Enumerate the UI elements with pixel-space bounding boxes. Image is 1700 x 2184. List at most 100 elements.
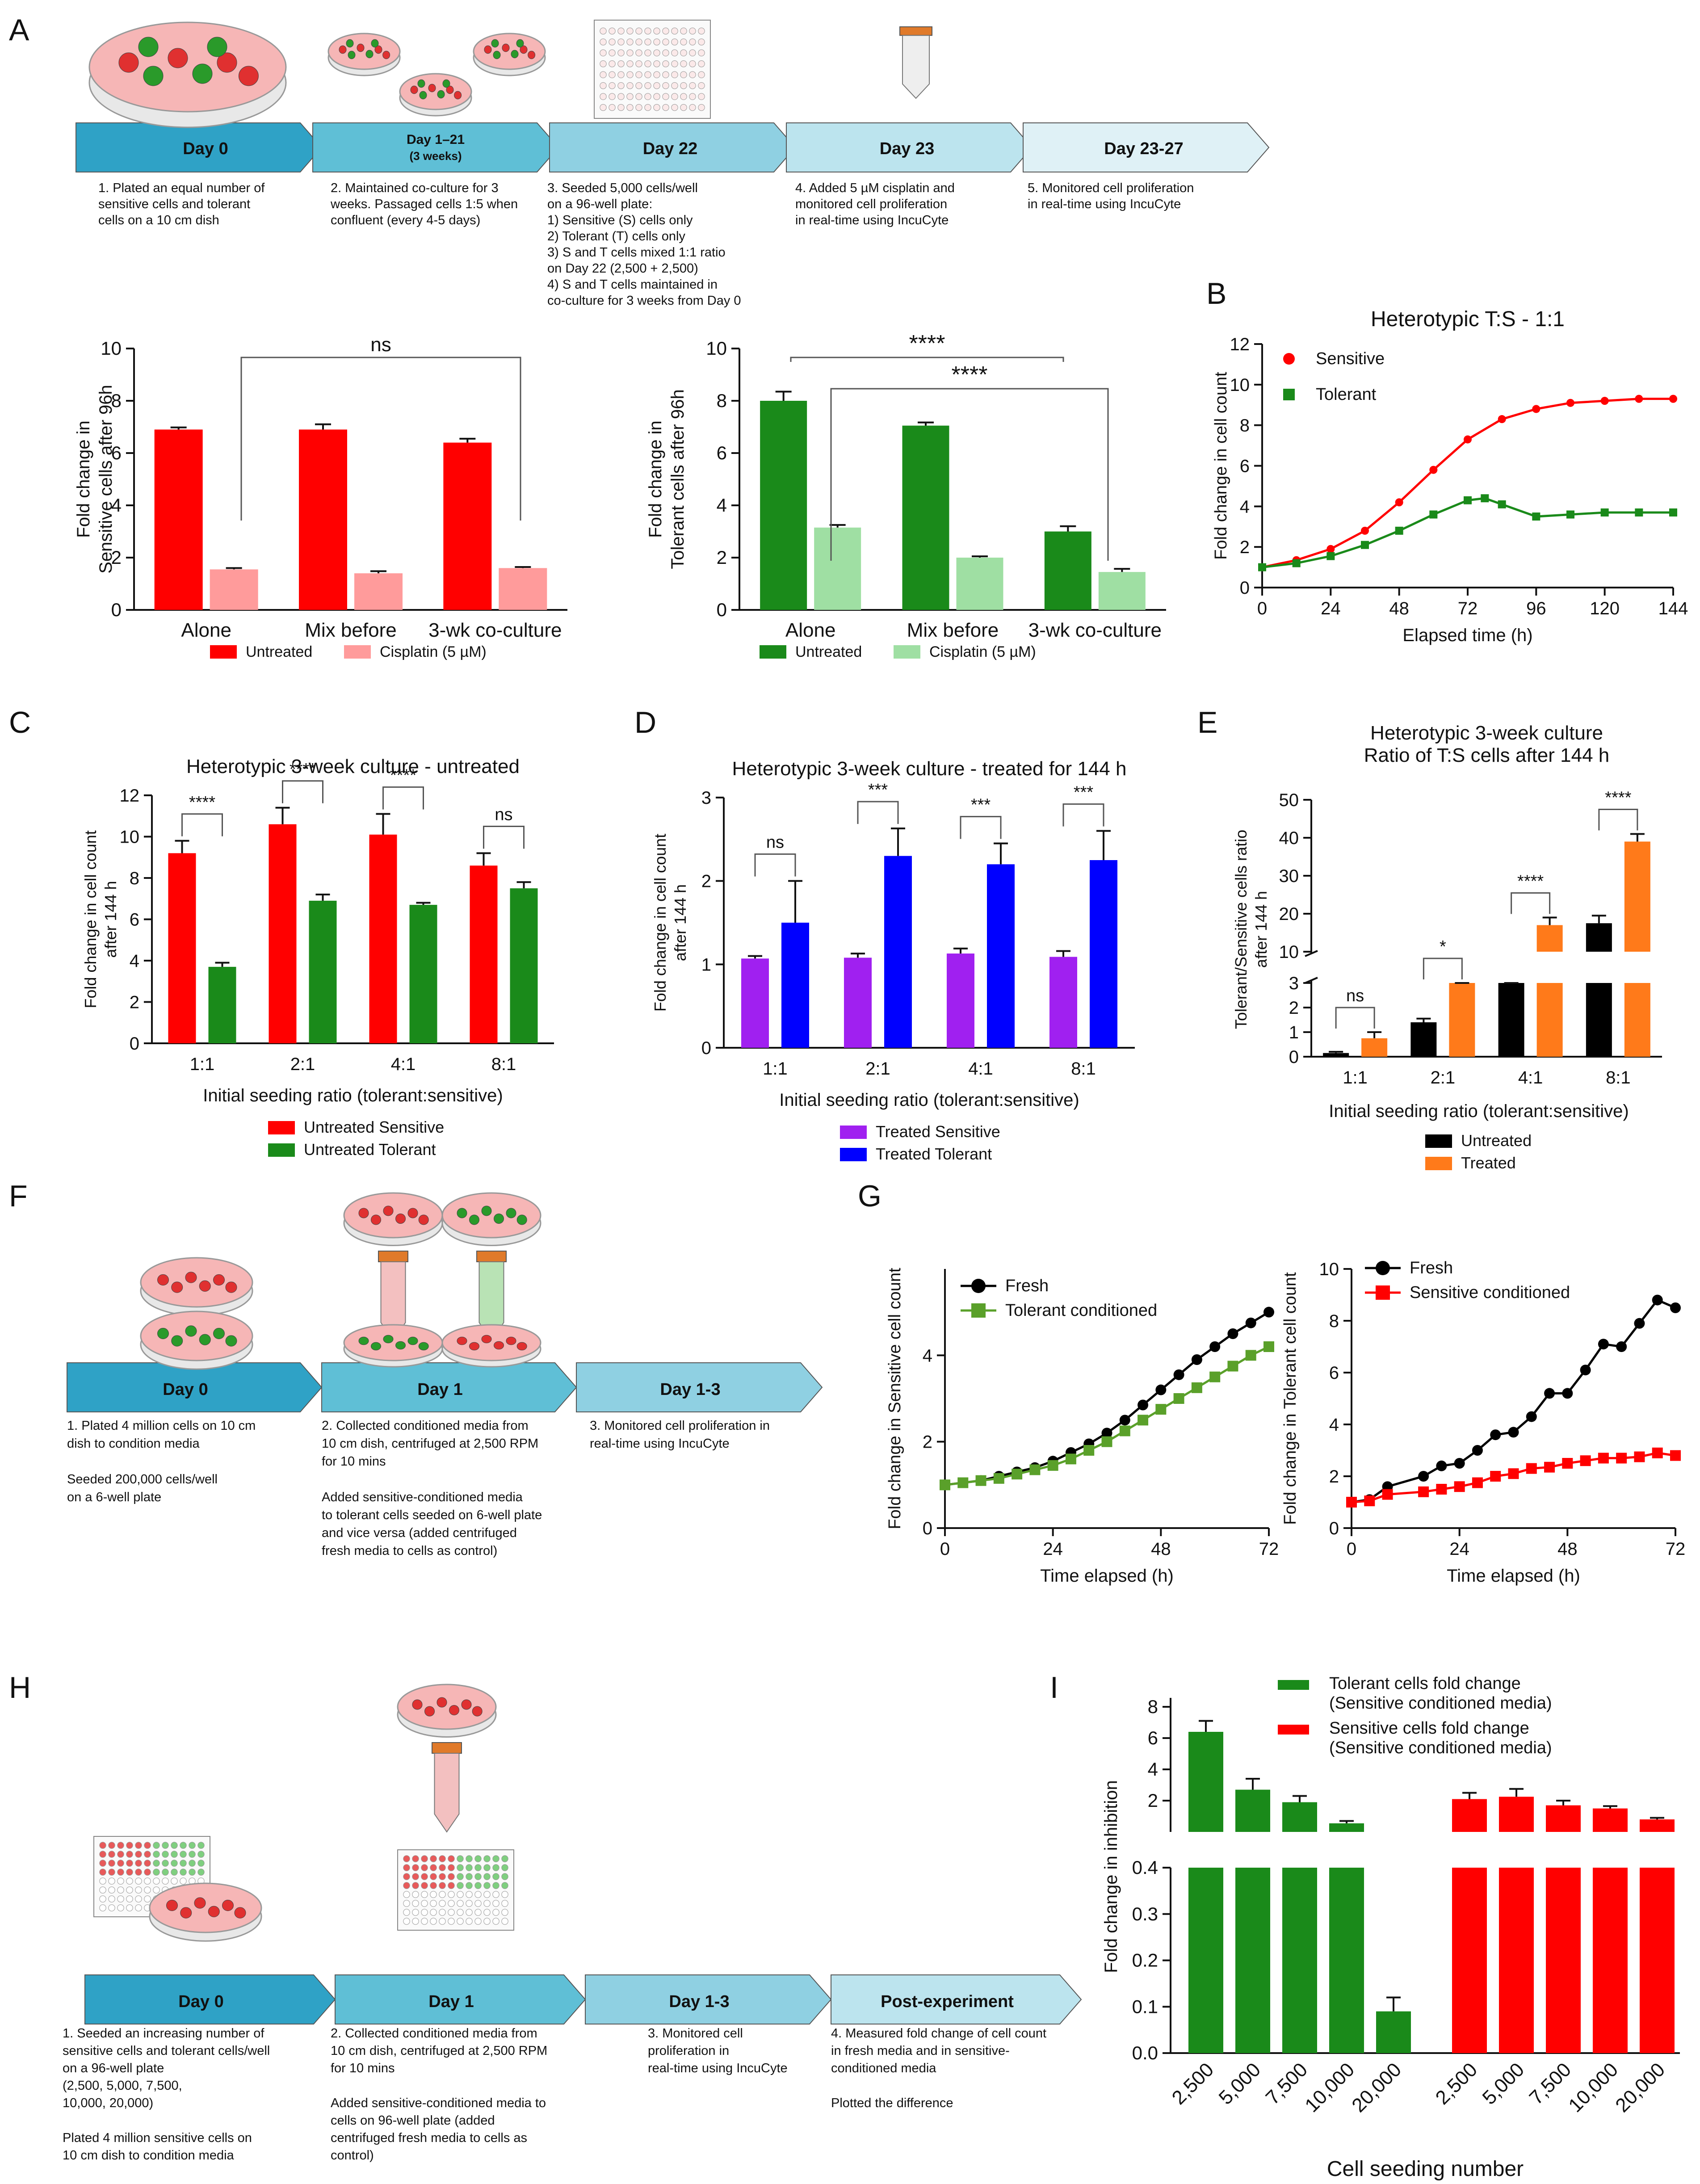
y-axis-title: after 144 h (671, 884, 689, 961)
step-F1-line: dish to condition media (67, 1436, 200, 1451)
data-point (1364, 1495, 1375, 1507)
dish-F-sens2-cell (371, 1214, 381, 1225)
dish-F-tol2-cell (506, 1208, 516, 1218)
plate-96-A-well (662, 82, 669, 89)
plate-96-A-well (680, 82, 687, 89)
y-tick-label: 2 (111, 547, 122, 568)
legend-label: Sensitive conditioned (1410, 1283, 1570, 1302)
plate-96-H2-well (439, 1882, 446, 1889)
significance-label: *** (1074, 783, 1094, 802)
plate-96-H1-well (117, 1842, 124, 1849)
arrow-label: Day 23 (880, 139, 935, 158)
plate-96-A-well (600, 60, 607, 67)
plate-96-A-well (609, 82, 616, 89)
y-tick-label: 8 (1240, 416, 1250, 436)
dish-A-small3-cell (528, 50, 536, 59)
plate-96-H2-well (430, 1882, 437, 1889)
plate-96-H2-well (483, 1918, 491, 1925)
step-A1-line: 1. Plated an equal number of (98, 181, 265, 195)
bar-1 (1624, 983, 1650, 1057)
dish-F-tol-cell (225, 1335, 237, 1347)
data-point (1119, 1425, 1130, 1436)
data-point (1454, 1481, 1465, 1492)
plate-96-H1-well (108, 1895, 115, 1903)
plate-96-H1-well (126, 1895, 133, 1903)
plate-96-H1-well (117, 1869, 124, 1876)
plate-96-H2-well (421, 1918, 428, 1925)
plate-96-H1-well (197, 1842, 205, 1849)
plate-96-A-well (662, 104, 669, 111)
data-point (975, 1475, 986, 1486)
dish-A-small1-cell (371, 39, 379, 48)
plate-96-A-well (600, 49, 607, 57)
dish-A-day0-cell (207, 37, 227, 57)
legend-marker (971, 1303, 986, 1318)
dish-F-tol2-cell (494, 1214, 504, 1224)
plate-96-A-well (680, 71, 687, 78)
plate-96-A-well (671, 38, 678, 46)
plate-96-A-well (609, 49, 616, 57)
data-point (1138, 1399, 1149, 1411)
bar-0 (741, 958, 769, 1048)
data-point (1263, 1306, 1274, 1318)
y-tick-label: 6 (1148, 1727, 1158, 1748)
x-tick-label: 2:1 (290, 1054, 315, 1074)
dish-H-day0 (149, 1882, 262, 1933)
plate-96-H2-well (501, 1855, 508, 1862)
plate-96-H1-well (153, 1851, 160, 1858)
legend-swatch-1 (1278, 1725, 1309, 1735)
data-point (1245, 1317, 1256, 1328)
chart-C: 0 2 4 6 8 10 12 **** 1:1 **** 2:1 **** 4:1 ns 8:1 Heter… (81, 756, 554, 1159)
legend-label: Tolerant (1316, 385, 1377, 404)
dish-F-sens2-cell (358, 1208, 369, 1218)
plate-96-H1-well (162, 1842, 169, 1849)
plate-96-A-well (671, 49, 678, 57)
x-tick-label: 0 (1257, 599, 1267, 618)
data-point (1600, 508, 1609, 517)
data-point (1635, 395, 1643, 403)
plate-96-A-well (644, 49, 651, 57)
data-point (1481, 494, 1489, 503)
dish-F-out1-cell (358, 1336, 369, 1345)
data-point (1429, 510, 1438, 519)
plate-96-A-well (653, 27, 660, 35)
plate-96-H2-well (430, 1918, 437, 1925)
plate-96-H2-well (492, 1882, 500, 1889)
legend-treated-label: Treated (1461, 1154, 1516, 1172)
y-tick-label: 8 (130, 869, 139, 888)
plate-96-A-well (671, 82, 678, 89)
y-tick-label: 4 (1329, 1415, 1339, 1435)
plate-96-H2-well (421, 1900, 428, 1907)
dish-F-tol2 (441, 1192, 541, 1239)
bar-1 (781, 923, 809, 1048)
dish-F-tol-cell (199, 1334, 211, 1345)
plate-96-H1-well (144, 1869, 151, 1876)
data-point (1395, 498, 1403, 507)
dish-A-small2 (399, 73, 472, 110)
significance-bracket (181, 813, 223, 836)
bar-1 (1090, 860, 1117, 1048)
data-point (1566, 399, 1574, 407)
step-A3-line: 2) Tolerant (T) cells only (547, 229, 685, 244)
y-axis-title: Tolerant cells after 96h (668, 389, 688, 569)
step-A5-line: in real-time using IncuCyte (1028, 197, 1181, 211)
x-tick-label: 72 (1458, 599, 1478, 618)
plate-96-H2-well (412, 1882, 419, 1889)
bar-cisplatin (210, 569, 258, 610)
plate-96-H1-well (99, 1904, 106, 1911)
plate-96-H2-well (421, 1909, 428, 1916)
legend-cisplatin-label: Cisplatin (5 µM) (929, 643, 1036, 660)
plate-96-H2-well (430, 1909, 437, 1916)
plate-96-A-well (680, 60, 687, 67)
x-tick-label: 96 (1526, 599, 1546, 618)
y-tick-label: 3 (1289, 974, 1299, 993)
dish-A-small1-cell (339, 45, 347, 54)
significance-bracket (754, 853, 796, 877)
significance-bracket (240, 357, 521, 521)
bar-1 (409, 905, 437, 1043)
plate-96-H1-well (99, 1860, 106, 1867)
dish-F-tol2-cell (481, 1205, 492, 1216)
data-point (1436, 1484, 1447, 1495)
